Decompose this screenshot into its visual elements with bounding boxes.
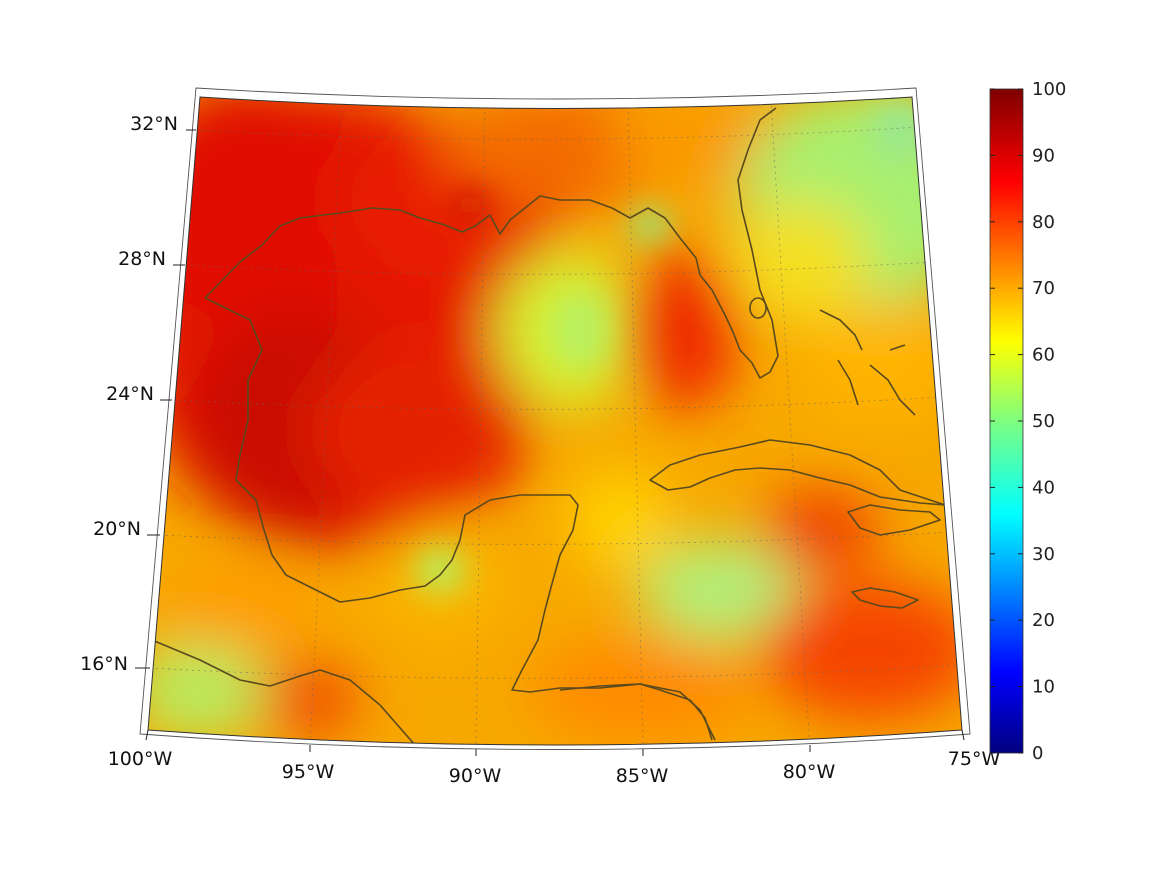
colorbar-tick-label: 10 — [1032, 677, 1055, 698]
colorbar-tick-label: 60 — [1032, 345, 1055, 366]
heatmap-field — [148, 97, 962, 745]
map-outer-frame — [139, 87, 971, 750]
graticule — [149, 97, 961, 745]
lat-label-16N: 16°N — [80, 653, 128, 675]
lat-label-32N: 32°N — [130, 113, 178, 135]
lon-labels: 100°W 95°W 90°W 85°W 80°W 75°W — [108, 748, 1001, 787]
lon-ticks — [145, 729, 965, 756]
colorbar-ticks — [990, 88, 1023, 754]
lat-ticks — [135, 129, 196, 669]
lon-label-85W: 85°W — [616, 765, 669, 787]
lat-label-20N: 20°N — [93, 518, 141, 540]
colorbar-tick-label: 40 — [1032, 477, 1055, 498]
lon-label-80W: 80°W — [783, 761, 836, 783]
map-frame — [147, 96, 963, 746]
lat-label-28N: 28°N — [118, 248, 166, 270]
colorbar-tick-label: 30 — [1032, 544, 1055, 565]
colorbar-tick-label: 0 — [1032, 743, 1043, 764]
colorbar-tick-label: 20 — [1032, 610, 1055, 631]
colorbar-tick-label: 100 — [1032, 79, 1066, 100]
lat-label-24N: 24°N — [106, 383, 154, 405]
lon-label-100W: 100°W — [108, 748, 173, 770]
lon-label-75W: 75°W — [948, 748, 1001, 770]
lon-label-90W: 90°W — [449, 765, 502, 787]
colorbar-tick-label: 80 — [1032, 212, 1055, 233]
colorbar-tick-label: 70 — [1032, 278, 1055, 299]
lon-label-95W: 95°W — [282, 761, 335, 783]
colorbar-tick-label: 50 — [1032, 411, 1055, 432]
coastlines — [151, 107, 946, 745]
lat-labels: 32°N 28°N 24°N 20°N 16°N — [80, 113, 178, 675]
colorbar-tick-label: 90 — [1032, 145, 1055, 166]
